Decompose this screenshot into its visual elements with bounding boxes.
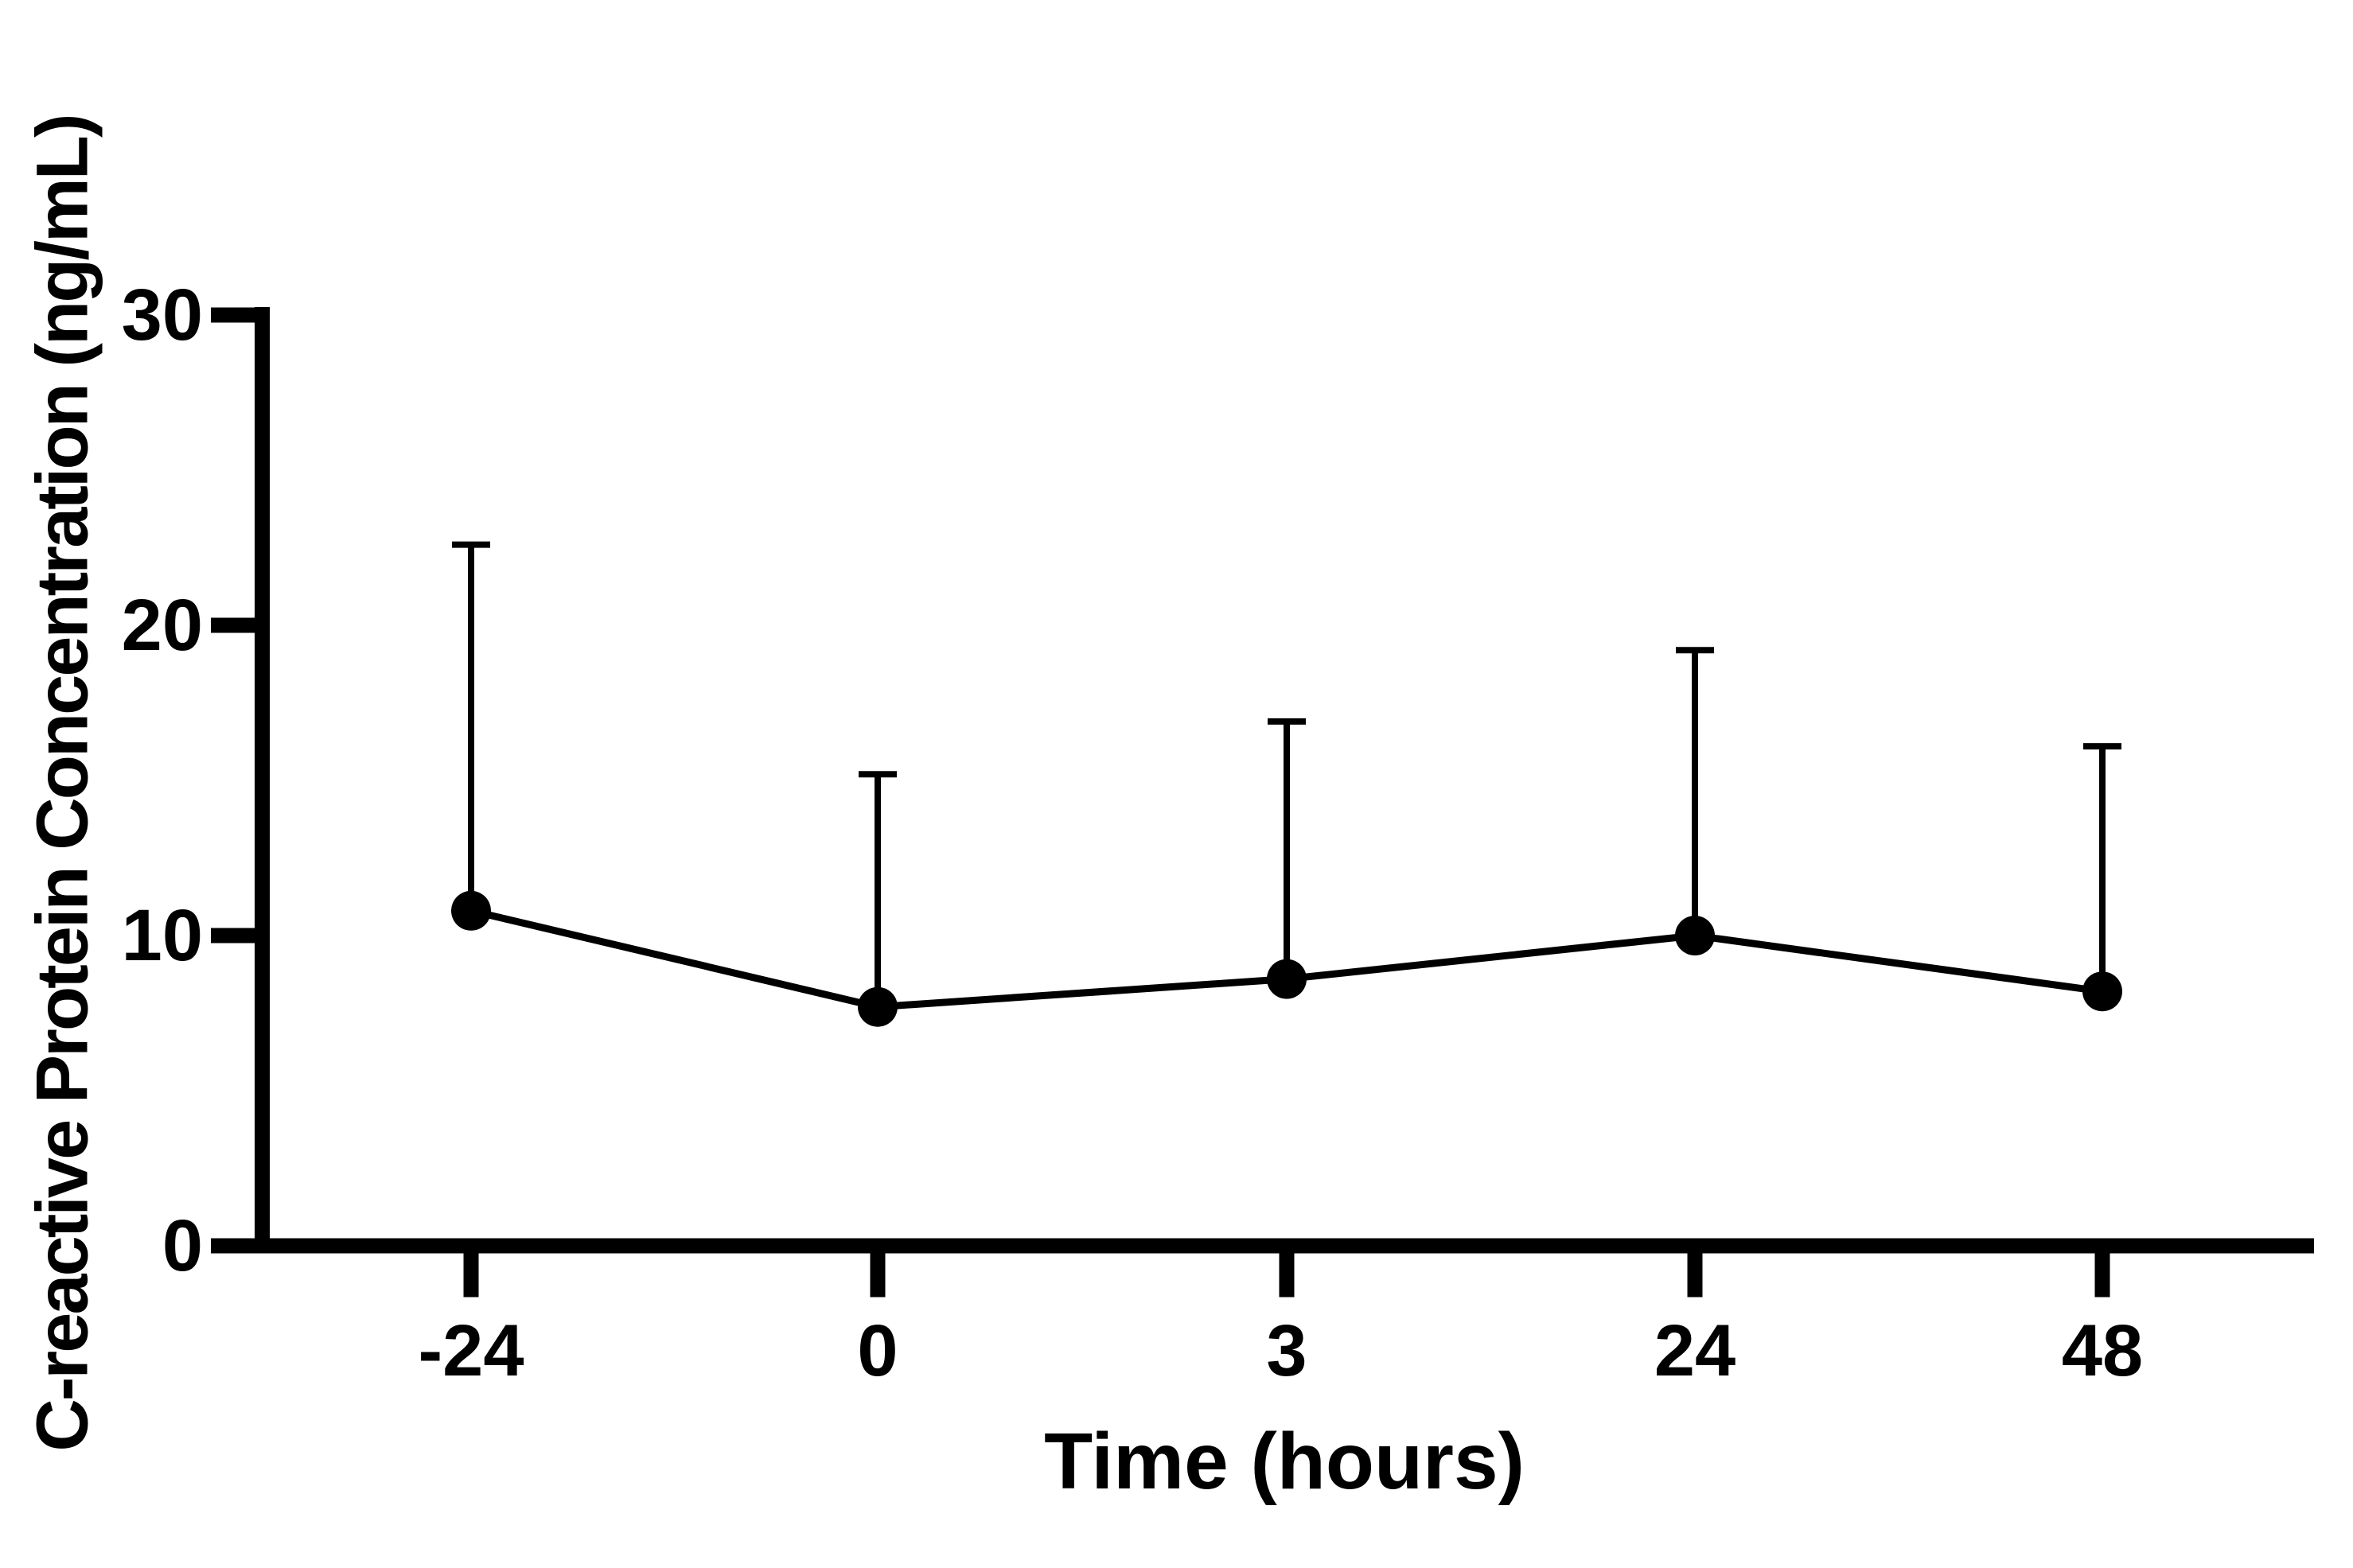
x-tick-mark [870, 1253, 886, 1298]
y-tick-mark [211, 1238, 255, 1254]
x-tick-label: 0 [857, 1310, 898, 1391]
x-tick-mark [1687, 1253, 1703, 1298]
y-tick-mark [211, 617, 255, 633]
y-axis-title: C-reactive Protein Concentration (ng/mL) [21, 115, 103, 1452]
data-point-marker [1675, 916, 1715, 955]
data-point-marker [1267, 959, 1307, 999]
x-tick-label: -24 [418, 1310, 524, 1391]
x-tick-label: 48 [2061, 1310, 2144, 1391]
x-tick-label: 3 [1266, 1310, 1307, 1391]
x-tick-mark [463, 1253, 479, 1298]
x-tick-label: 24 [1654, 1310, 1736, 1391]
data-point-marker [2082, 971, 2122, 1012]
y-tick-mark [211, 928, 255, 944]
axes-group [211, 307, 2314, 1298]
y-axis-spine [255, 307, 270, 1254]
y-tick-label: 30 [121, 274, 203, 356]
x-tick-mark [2094, 1253, 2110, 1298]
data-point-marker [451, 890, 491, 931]
error-bars-group [452, 541, 2121, 1007]
x-tick-mark [1279, 1253, 1295, 1298]
data-points-group [451, 890, 2122, 1027]
y-tick-mark [211, 307, 255, 323]
y-tick-label: 0 [162, 1205, 203, 1286]
x-axis-spine [255, 1238, 2314, 1254]
y-tick-label: 10 [121, 895, 203, 976]
x-axis-title: Time (hours) [1044, 1417, 1525, 1506]
y-tick-label: 20 [121, 585, 203, 666]
data-point-marker [858, 986, 898, 1027]
